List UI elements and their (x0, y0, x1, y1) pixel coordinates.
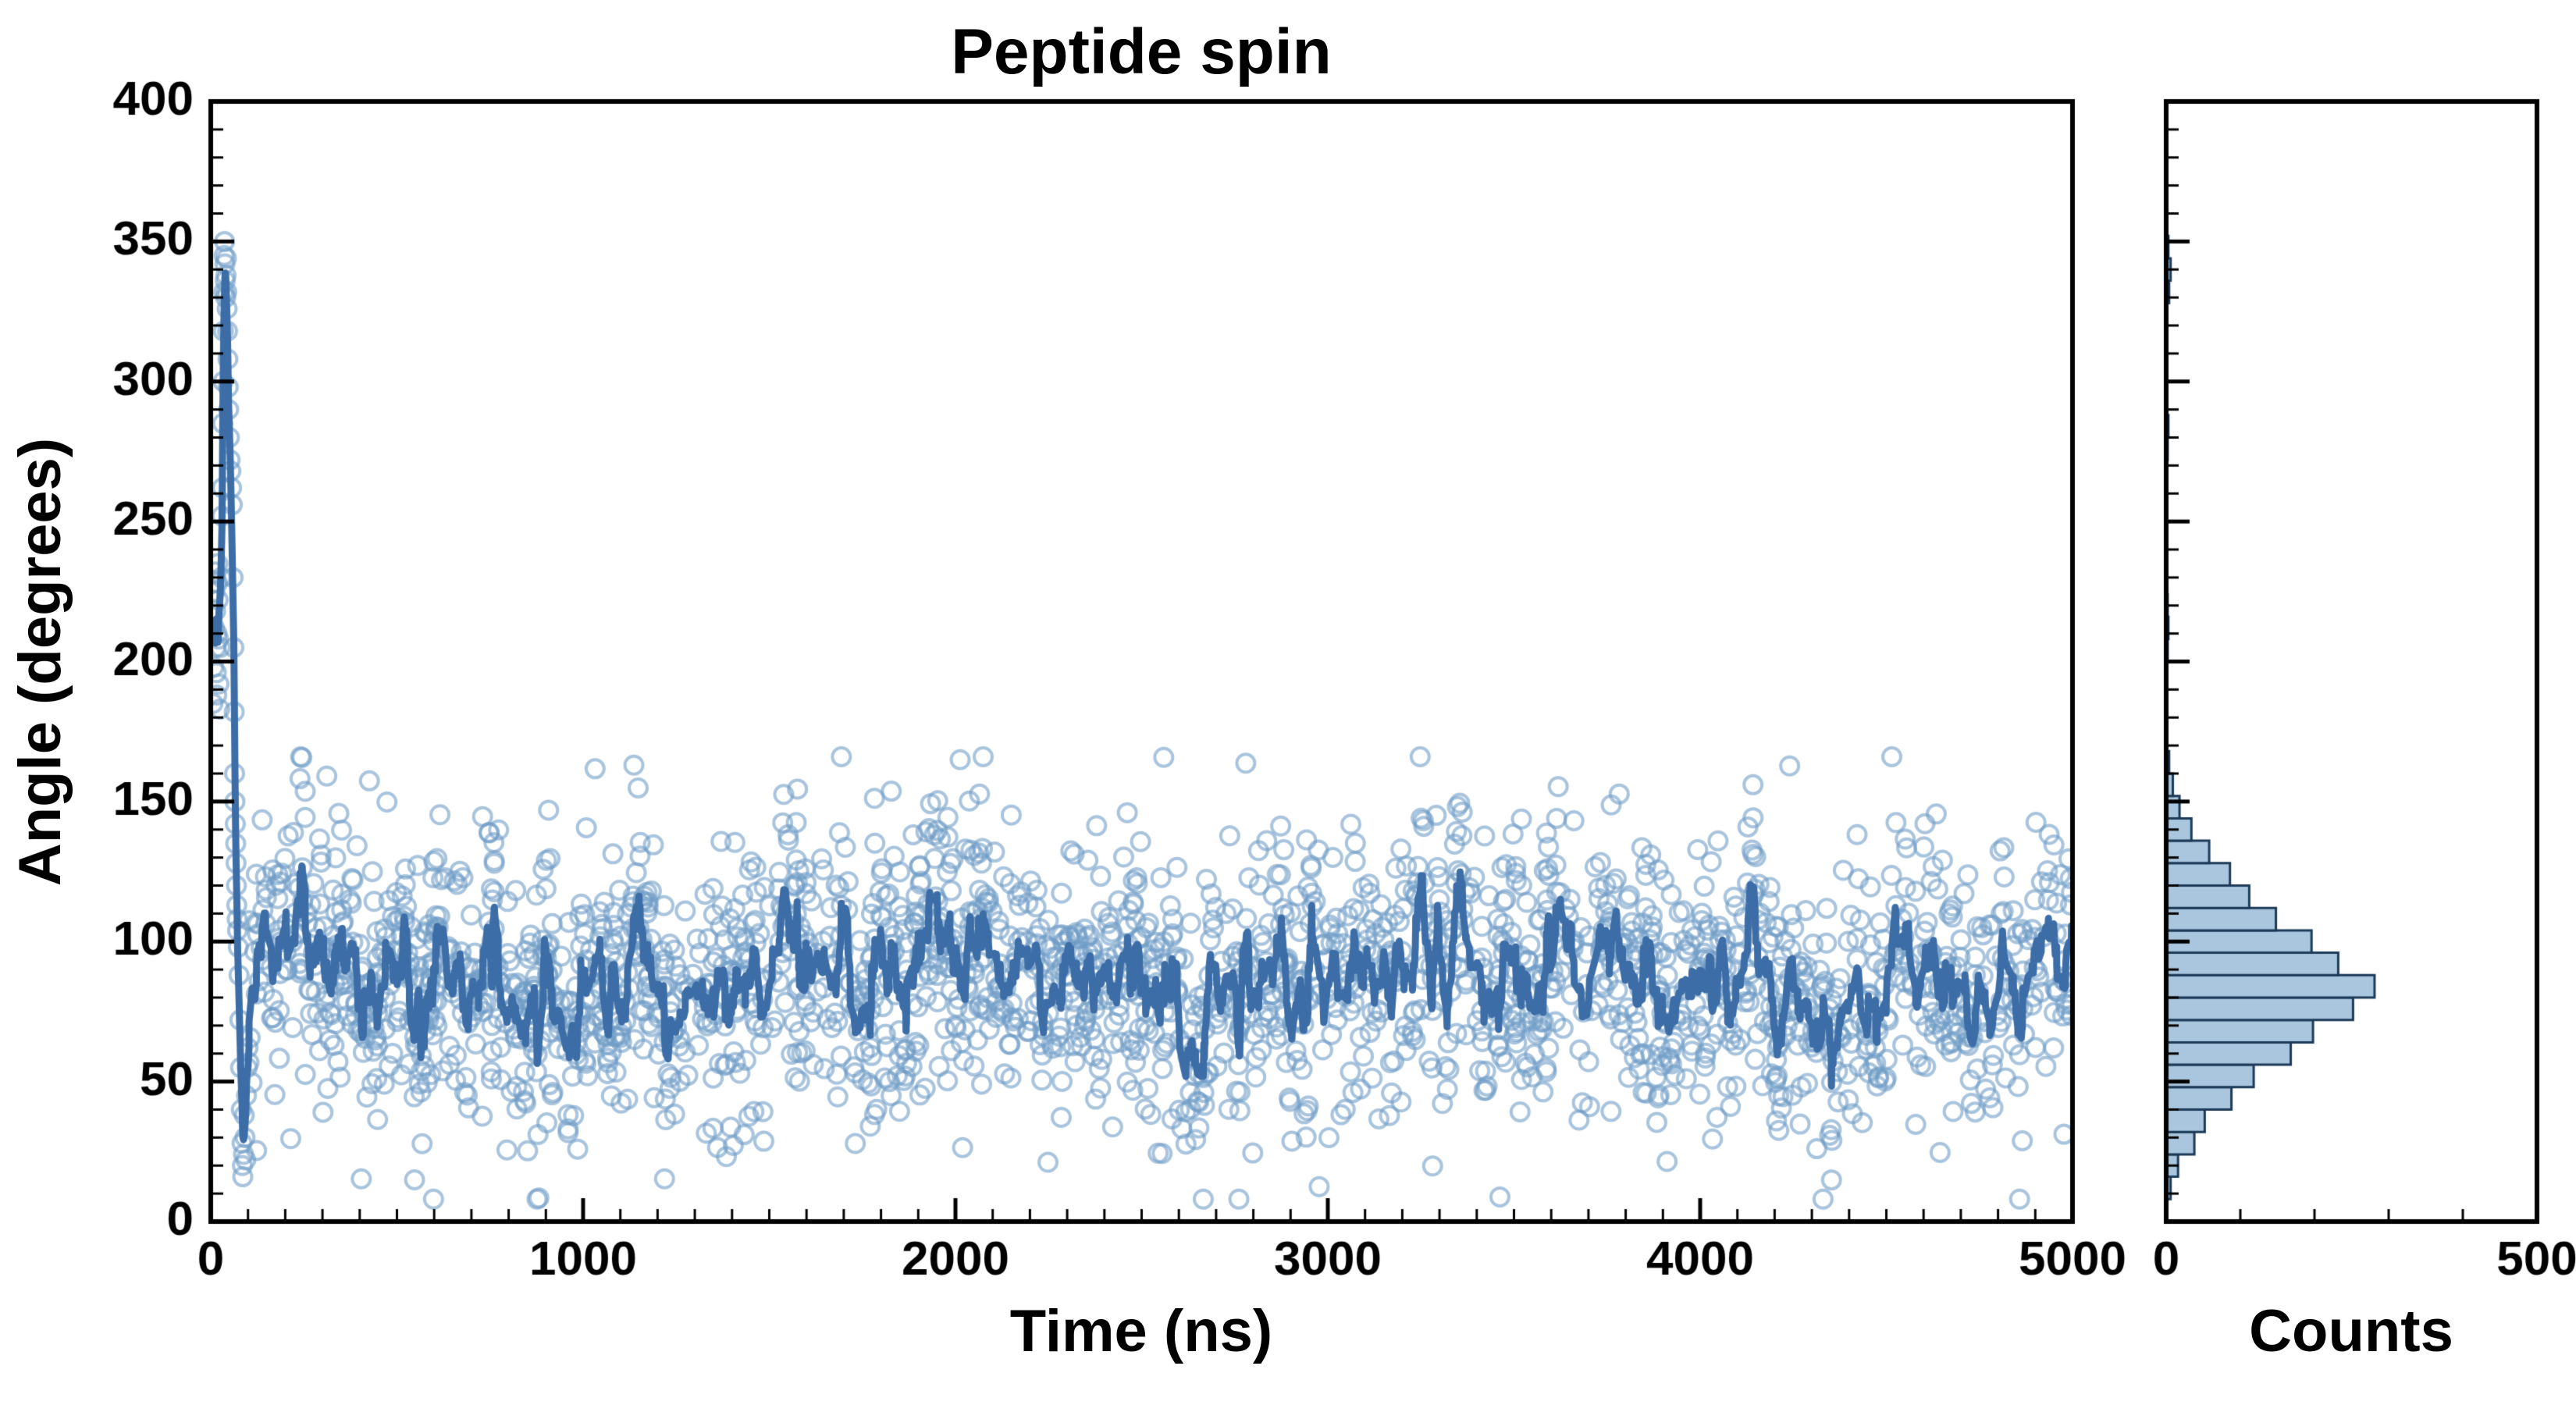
chart-title: Peptide spin (951, 16, 1332, 87)
x-axis-label: Time (ns) (1009, 1298, 1273, 1364)
histogram-x-axis-label: Counts (2249, 1298, 2453, 1364)
y-axis-label: Angle (degrees) (7, 437, 73, 887)
